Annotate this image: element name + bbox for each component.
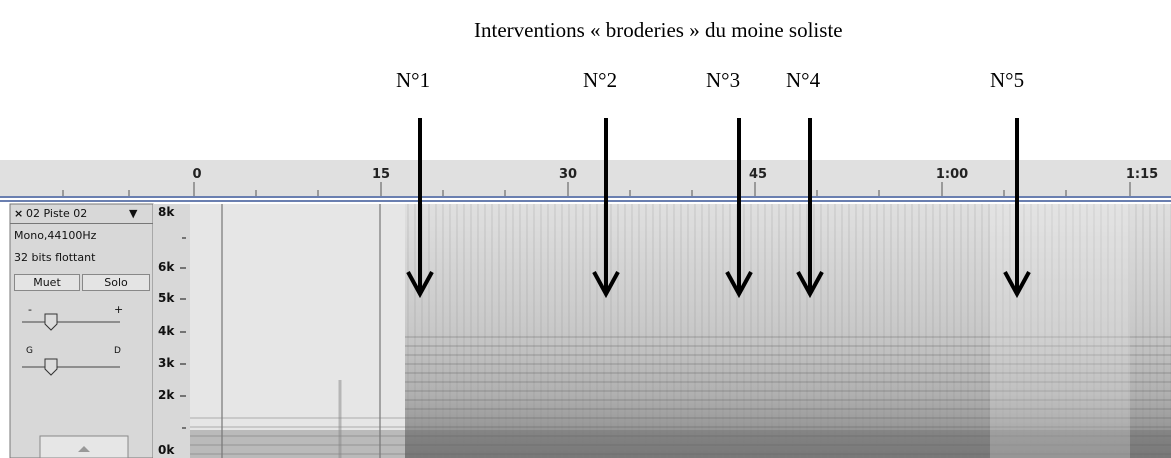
- pan-right: D: [114, 346, 121, 356]
- gain-min: -: [28, 303, 32, 316]
- frequency-label: 6k: [158, 260, 175, 274]
- mute-button[interactable]: Muet: [14, 274, 80, 291]
- gain-thumb[interactable]: [44, 313, 58, 331]
- track-menu[interactable]: ▼: [129, 207, 138, 220]
- time-label: 30: [558, 167, 578, 182]
- time-label: 45: [748, 167, 768, 182]
- track-name[interactable]: 02 Piste 02: [26, 207, 88, 220]
- time-label: 0: [192, 167, 202, 182]
- ruler: [0, 160, 1171, 197]
- marker-label: N°2: [583, 68, 618, 92]
- time-label: 15: [371, 167, 391, 182]
- frequency-ticks: [180, 237, 186, 429]
- frequency-label: 0k: [158, 443, 175, 457]
- arrows: [406, 118, 1031, 299]
- track-sample: 32 bits flottant: [14, 251, 96, 264]
- time-label: 1:15: [1125, 167, 1159, 182]
- marker-label: N°4: [786, 68, 821, 92]
- frequency-label: 4k: [158, 324, 175, 338]
- pan-thumb[interactable]: [44, 358, 58, 376]
- pan-left: G: [26, 346, 33, 356]
- track-format: Mono,44100Hz: [14, 229, 97, 242]
- close-button[interactable]: ×: [14, 207, 24, 220]
- frequency-axis: [153, 204, 190, 458]
- marker-label: N°5: [990, 68, 1025, 92]
- frequency-label: 2k: [158, 388, 175, 402]
- solo-button[interactable]: Solo: [82, 274, 150, 291]
- marker-label: N°1: [396, 68, 431, 92]
- frequency-label: 5k: [158, 291, 175, 305]
- annotation-title: Interventions « broderies » du moine sol…: [474, 18, 843, 42]
- gain-max: +: [114, 303, 124, 316]
- track-panel: [9, 203, 154, 458]
- frequency-label: 3k: [158, 356, 175, 370]
- marker-label: N°3: [706, 68, 741, 92]
- frequency-label: 8k: [158, 205, 175, 219]
- time-label: 1:00: [935, 167, 969, 182]
- ruler-ticks: [62, 182, 1131, 196]
